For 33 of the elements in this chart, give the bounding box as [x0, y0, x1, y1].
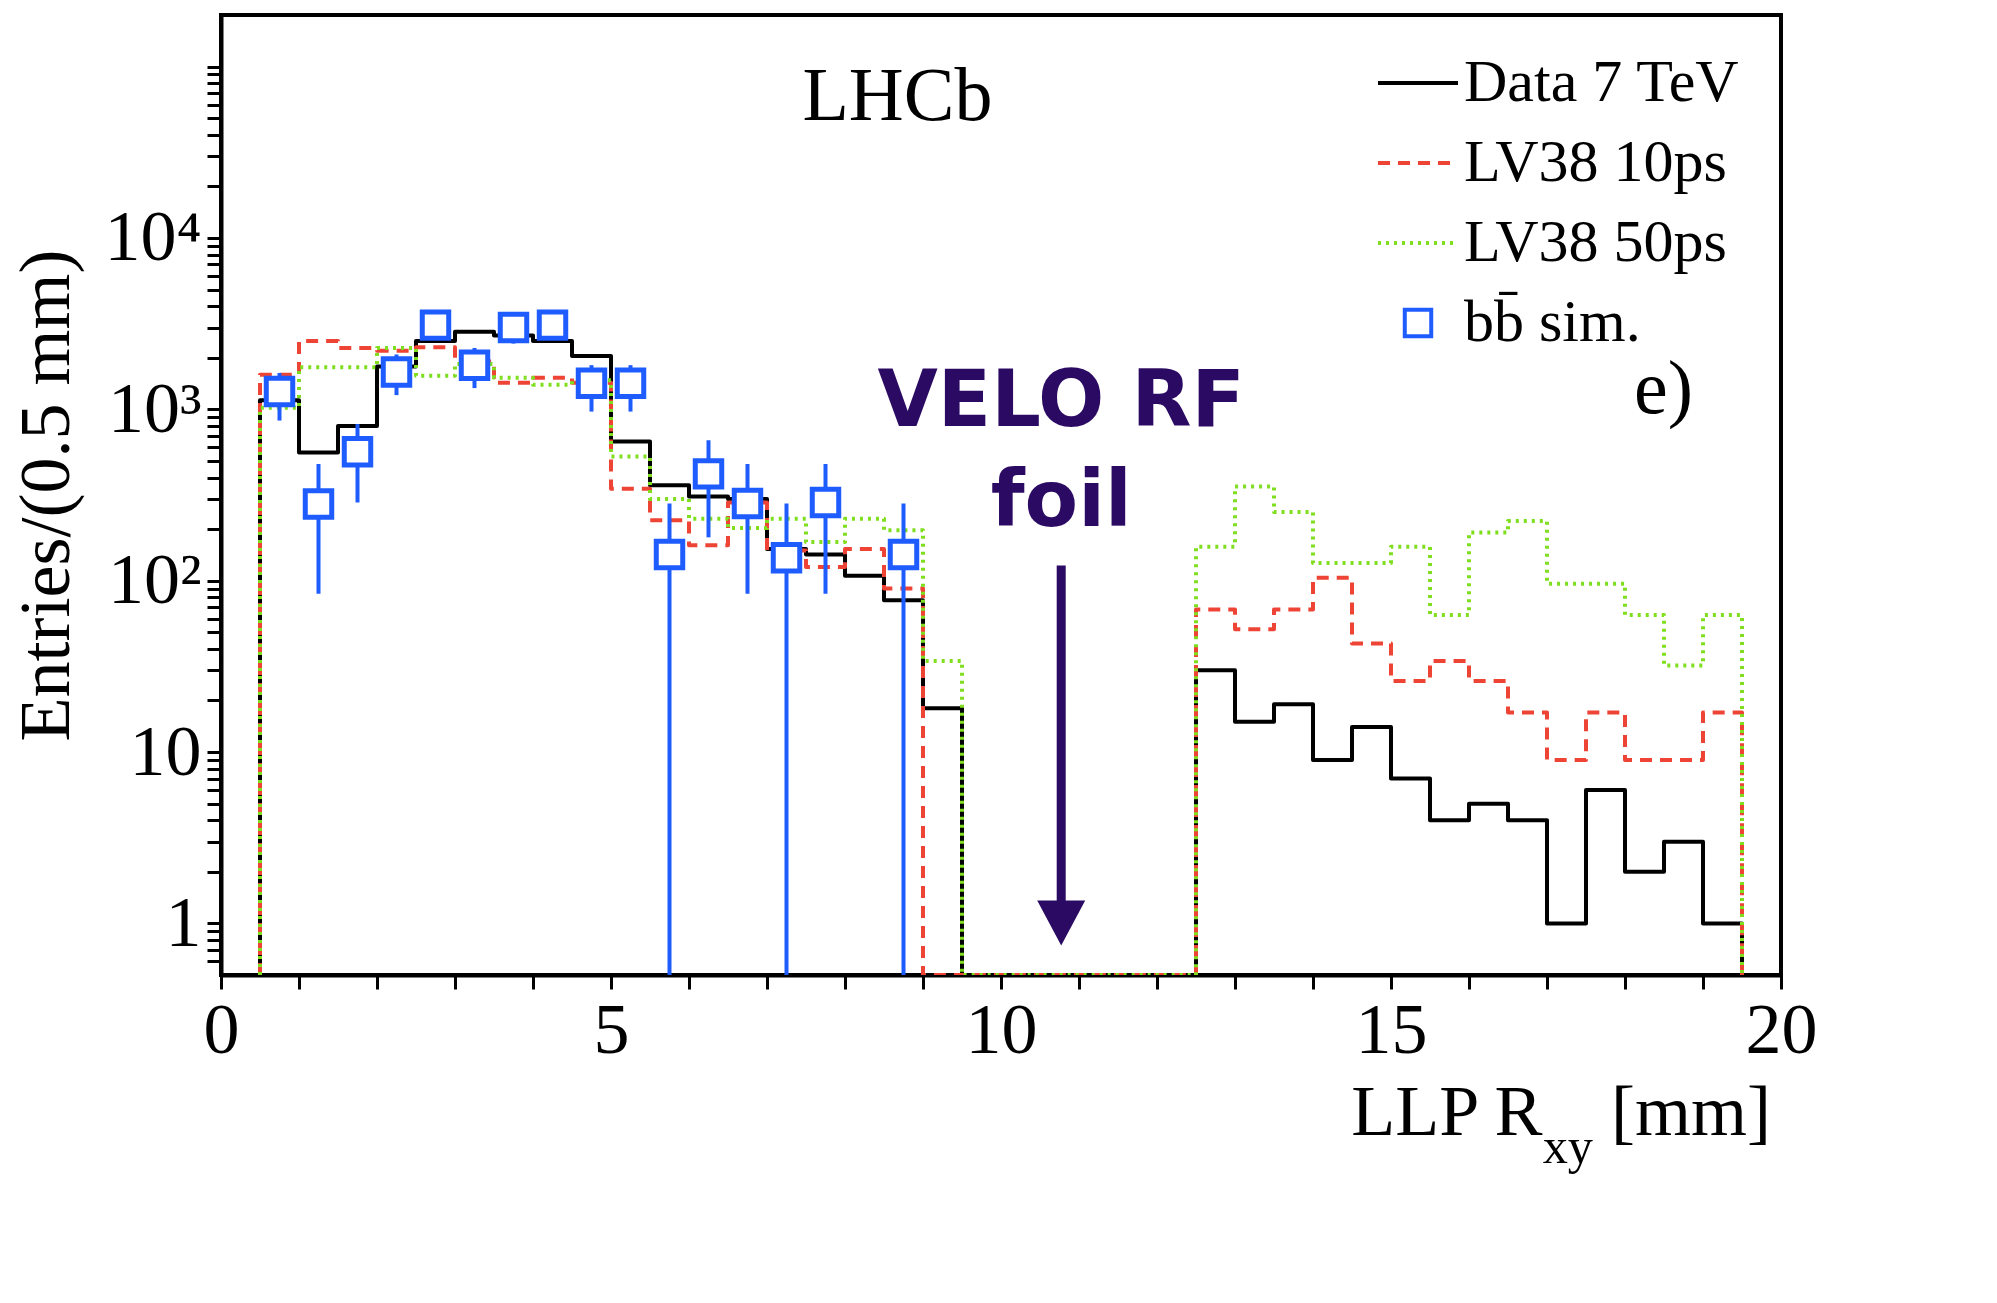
annotation: LHCb	[802, 52, 993, 136]
y-tick-label: 1	[165, 881, 202, 962]
point	[887, 538, 920, 571]
x-tick-label: 15	[1355, 988, 1428, 1069]
x-axis-title: LLP R$_{xy}$ [mm]	[1351, 1071, 1771, 1174]
point	[731, 487, 764, 520]
y-axis-title: Entries/(0.5 mm)	[5, 249, 86, 742]
y-tick-label: 10	[129, 710, 202, 791]
x-tick-label: 0	[203, 988, 240, 1069]
x-tick-label: 20	[1745, 988, 1818, 1069]
y-tick-label: 10⁴	[104, 196, 202, 277]
legend-label: LV38 50ps	[1464, 208, 1727, 274]
x-tick-label: 5	[593, 988, 630, 1069]
legend-label: Data 7 TeV	[1464, 48, 1739, 114]
point	[536, 309, 569, 341]
x-tick-label: 10	[965, 988, 1038, 1069]
point	[653, 538, 686, 571]
point	[380, 356, 413, 388]
point	[692, 458, 725, 490]
point	[614, 367, 647, 399]
point	[575, 367, 608, 399]
y-tick-label: 10²	[107, 539, 202, 620]
legend-label: LV38 10ps	[1464, 128, 1727, 194]
point	[458, 349, 491, 381]
point	[341, 436, 374, 468]
point	[497, 311, 530, 344]
point	[770, 542, 803, 574]
point	[809, 486, 842, 519]
point	[263, 375, 296, 408]
point	[302, 488, 335, 520]
annotation: VELO RF foil	[877, 353, 1245, 544]
point	[419, 309, 452, 341]
y-tick-label: 10³	[107, 367, 202, 448]
